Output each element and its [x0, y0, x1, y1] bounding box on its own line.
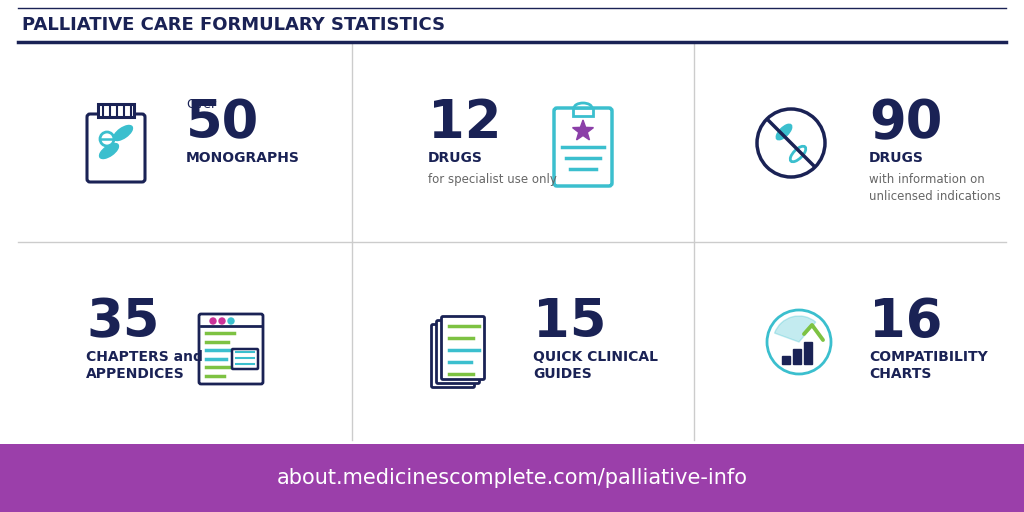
Bar: [98, 104, 134, 117]
FancyBboxPatch shape: [87, 114, 145, 182]
Text: Over: Over: [186, 98, 216, 112]
Bar: [0, 444, 1024, 512]
Text: 16: 16: [869, 296, 942, 348]
FancyBboxPatch shape: [436, 321, 479, 383]
Text: QUICK CLINICAL
GUIDES: QUICK CLINICAL GUIDES: [534, 350, 658, 381]
Text: 50: 50: [186, 97, 259, 149]
Text: PALLIATIVE CARE FORMULARY STATISTICS: PALLIATIVE CARE FORMULARY STATISTICS: [22, 16, 445, 34]
Text: CHAPTERS and
APPENDICES: CHAPTERS and APPENDICES: [86, 350, 203, 381]
FancyBboxPatch shape: [232, 349, 258, 369]
Text: with information on
unlicensed indications: with information on unlicensed indicatio…: [869, 173, 1000, 203]
FancyBboxPatch shape: [441, 316, 484, 379]
Bar: [804, 342, 812, 364]
Text: 90: 90: [869, 97, 942, 149]
Text: COMPATIBILITY
CHARTS: COMPATIBILITY CHARTS: [869, 350, 988, 381]
Ellipse shape: [114, 125, 132, 140]
Text: 12: 12: [428, 97, 502, 149]
Bar: [573, 108, 593, 116]
Circle shape: [210, 318, 216, 324]
Bar: [782, 356, 790, 364]
Text: MONOGRAPHS: MONOGRAPHS: [186, 151, 300, 165]
Circle shape: [767, 310, 831, 374]
Circle shape: [219, 318, 225, 324]
Text: DRUGS: DRUGS: [428, 151, 483, 165]
Circle shape: [100, 132, 114, 146]
Text: DRUGS: DRUGS: [869, 151, 924, 165]
Circle shape: [757, 109, 825, 177]
Text: for specialist use only: for specialist use only: [428, 173, 557, 186]
Wedge shape: [774, 316, 816, 342]
Text: 35: 35: [86, 296, 160, 348]
Text: 15: 15: [534, 296, 606, 348]
FancyBboxPatch shape: [199, 314, 263, 384]
Text: about.medicinescomplete.com/palliative-info: about.medicinescomplete.com/palliative-i…: [276, 468, 748, 488]
Ellipse shape: [776, 124, 792, 140]
Circle shape: [228, 318, 234, 324]
FancyBboxPatch shape: [431, 325, 474, 388]
Ellipse shape: [99, 143, 119, 159]
FancyBboxPatch shape: [554, 108, 612, 186]
Bar: [793, 349, 801, 364]
Ellipse shape: [791, 146, 806, 162]
Polygon shape: [572, 120, 594, 140]
